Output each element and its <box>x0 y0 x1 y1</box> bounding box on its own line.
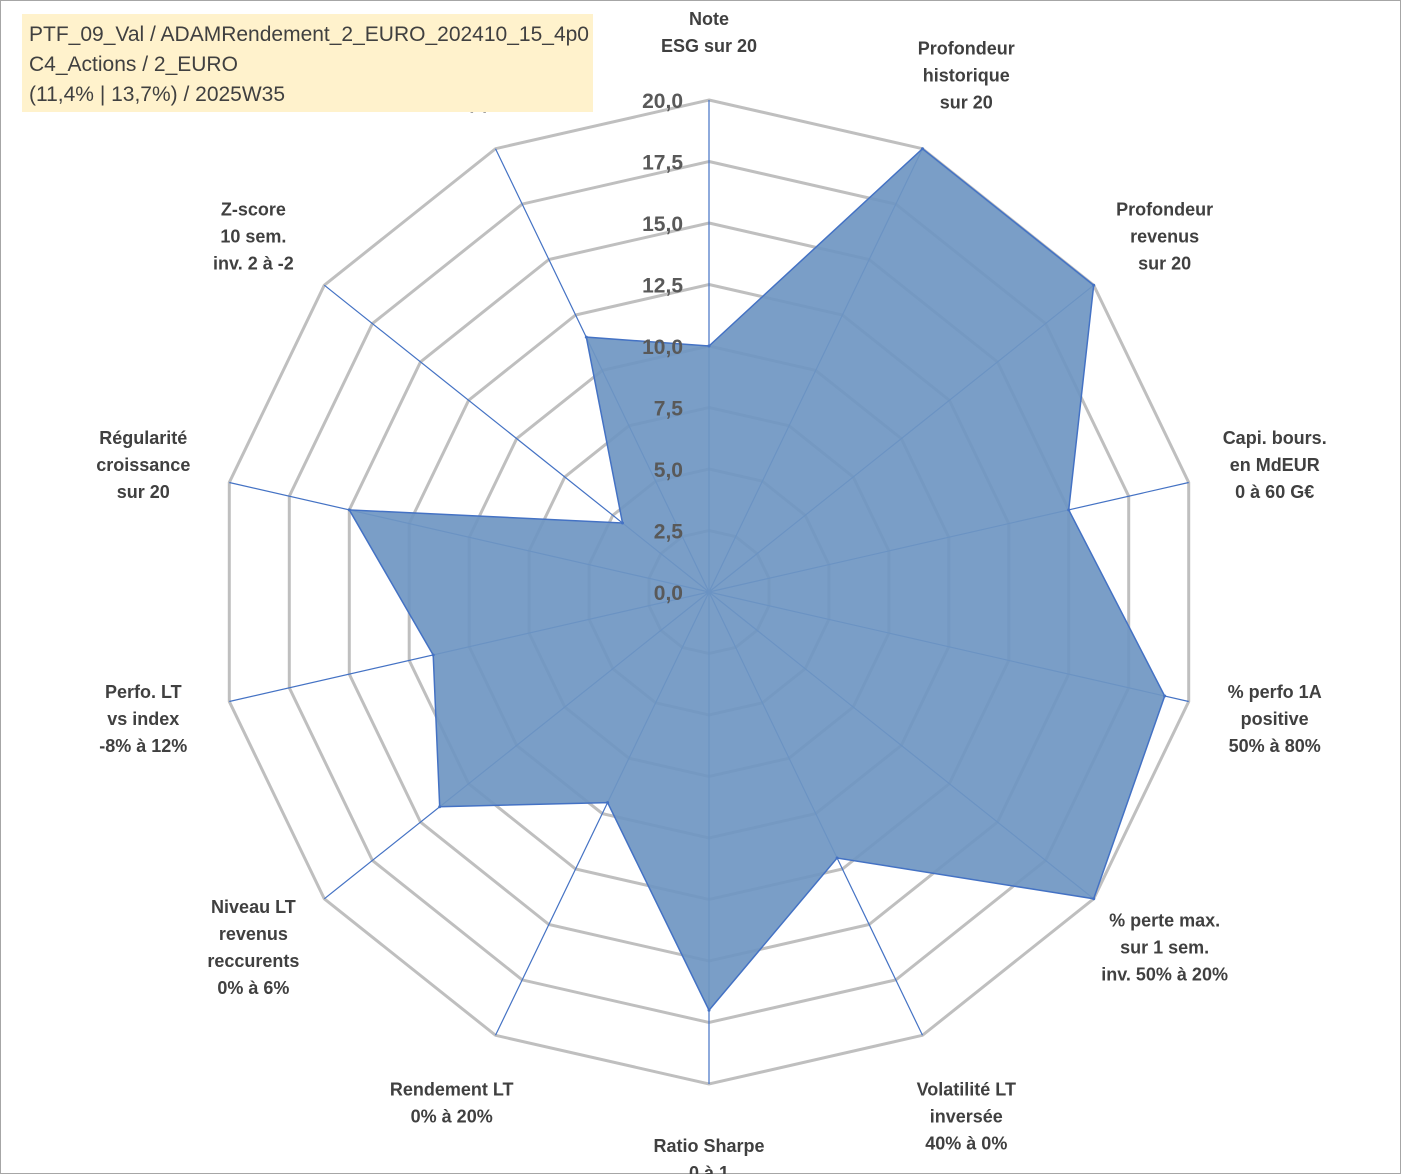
category-label: Z-score 10 sem. inv. 2 à -2 <box>213 200 294 274</box>
category-label-line: sur 20 <box>117 482 170 502</box>
category-label: Ratio Sharpe 0 à 1 <box>653 1136 764 1174</box>
data-point <box>1163 694 1167 698</box>
category-label: Perfo. LT vs index -8% à 12% <box>99 682 187 756</box>
tick-label: 5,0 <box>654 459 683 482</box>
data-point <box>606 801 610 805</box>
category-label-line: sur 20 <box>940 92 993 112</box>
category-label-line: Capi. bours. <box>1223 428 1327 448</box>
data-point <box>431 653 435 657</box>
category-label-line: inv. 2 à -2 <box>213 254 294 274</box>
category-label: Volatilité LT inversée 40% à 0% <box>917 1080 1016 1154</box>
category-label-line: Profondeur <box>918 38 1015 58</box>
category-label-line: Niveau LT <box>211 897 296 917</box>
tick-label: 12,5 <box>642 275 683 298</box>
category-label-line: inv. 50% à 20% <box>1101 964 1228 984</box>
category-label-line: 50% à 80% <box>1229 736 1321 756</box>
category-label-line: 0% à 6% <box>217 978 289 998</box>
category-label: Niveau LT revenus reccurents 0% à 6% <box>207 897 299 998</box>
tick-label: 17,5 <box>642 152 683 175</box>
category-label-line: revenus <box>1130 227 1199 247</box>
category-label-line: Profondeur <box>1116 200 1213 220</box>
data-point <box>1067 508 1071 512</box>
tick-label: 0,0 <box>654 582 683 605</box>
category-label-line: historique <box>923 65 1010 85</box>
category-label-line: -8% à 12% <box>99 736 187 756</box>
category-label-line: vs index <box>107 709 179 729</box>
data-point <box>1092 897 1096 901</box>
category-label-line: inversée <box>930 1107 1003 1127</box>
data-point <box>835 856 839 860</box>
category-label-line: 0% à 20% <box>411 1107 493 1127</box>
tick-label: 20,0 <box>642 90 683 113</box>
category-label: Régularité croissance sur 20 <box>96 428 190 502</box>
category-label-line: croissance <box>96 455 190 475</box>
category-label-line: revenus <box>219 924 288 944</box>
category-label-line: 0 à 60 G€ <box>1235 482 1314 502</box>
category-label: Capi. bours. en MdEUR 0 à 60 G€ <box>1223 428 1327 502</box>
series-area <box>347 147 1166 1012</box>
data-point <box>707 344 711 348</box>
tick-label: 7,5 <box>654 398 684 421</box>
radar-series <box>347 147 1167 1012</box>
data-point <box>921 147 924 151</box>
category-label-line: % perte max. <box>1109 910 1220 930</box>
radial-tick-labels: 0,0 2,5 5,0 7,5 10,0 12,5 15,0 17,5 20,0 <box>642 90 683 605</box>
category-label: Profondeur revenus sur 20 <box>1116 200 1213 274</box>
category-label-line: 10 sem. <box>220 227 286 247</box>
category-label-line: Note <box>689 9 729 29</box>
portfolio-info-box: PTF_09_Val / ADAMRendement_2_EURO_202410… <box>22 14 593 112</box>
category-label-line: Ratio Sharpe <box>653 1136 764 1156</box>
category-label-line: reccurents <box>207 951 299 971</box>
category-label-line: en MdEUR <box>1230 455 1320 475</box>
portfolio-info-line-2: C4_Actions / 2_EURO <box>29 53 238 76</box>
category-label-line: 0 à 1 <box>689 1163 729 1174</box>
category-label-line: Rendement LT <box>390 1080 514 1100</box>
tick-label: 10,0 <box>642 336 683 359</box>
category-label: Rendement LT 0% à 20% <box>390 1080 514 1127</box>
tick-label: 15,0 <box>642 213 683 236</box>
category-label-line: Régularité <box>99 428 187 448</box>
category-label: Profondeur historique sur 20 <box>918 38 1015 112</box>
category-label-line: sur 20 <box>1138 254 1191 274</box>
portfolio-info-line-1: PTF_09_Val / ADAMRendement_2_EURO_202410… <box>29 23 589 46</box>
data-point <box>584 335 588 339</box>
tick-label: 2,5 <box>654 521 684 544</box>
data-point <box>1092 283 1096 287</box>
data-point <box>621 521 624 525</box>
category-label-line: Z-score <box>221 200 286 220</box>
data-point <box>438 805 442 809</box>
category-label-line: Perfo. LT <box>105 682 182 702</box>
category-label: % perfo 1A positive 50% à 80% <box>1228 682 1322 756</box>
category-label-line: 40% à 0% <box>925 1134 1007 1154</box>
category-label-line: ESG sur 20 <box>661 36 757 56</box>
data-point <box>347 508 351 512</box>
category-label: Note ESG sur 20 <box>661 9 757 56</box>
portfolio-info-line-3: (11,4% | 13,7%) / 2025W35 <box>29 83 286 106</box>
category-label-line: positive <box>1241 709 1309 729</box>
category-label-line: sur 1 sem. <box>1120 937 1209 957</box>
data-point <box>707 1008 711 1012</box>
category-label: % perte max. sur 1 sem. inv. 50% à 20% <box>1101 910 1228 984</box>
category-label-line: % perfo 1A <box>1228 682 1322 702</box>
category-label-line: Volatilité LT <box>917 1080 1016 1100</box>
